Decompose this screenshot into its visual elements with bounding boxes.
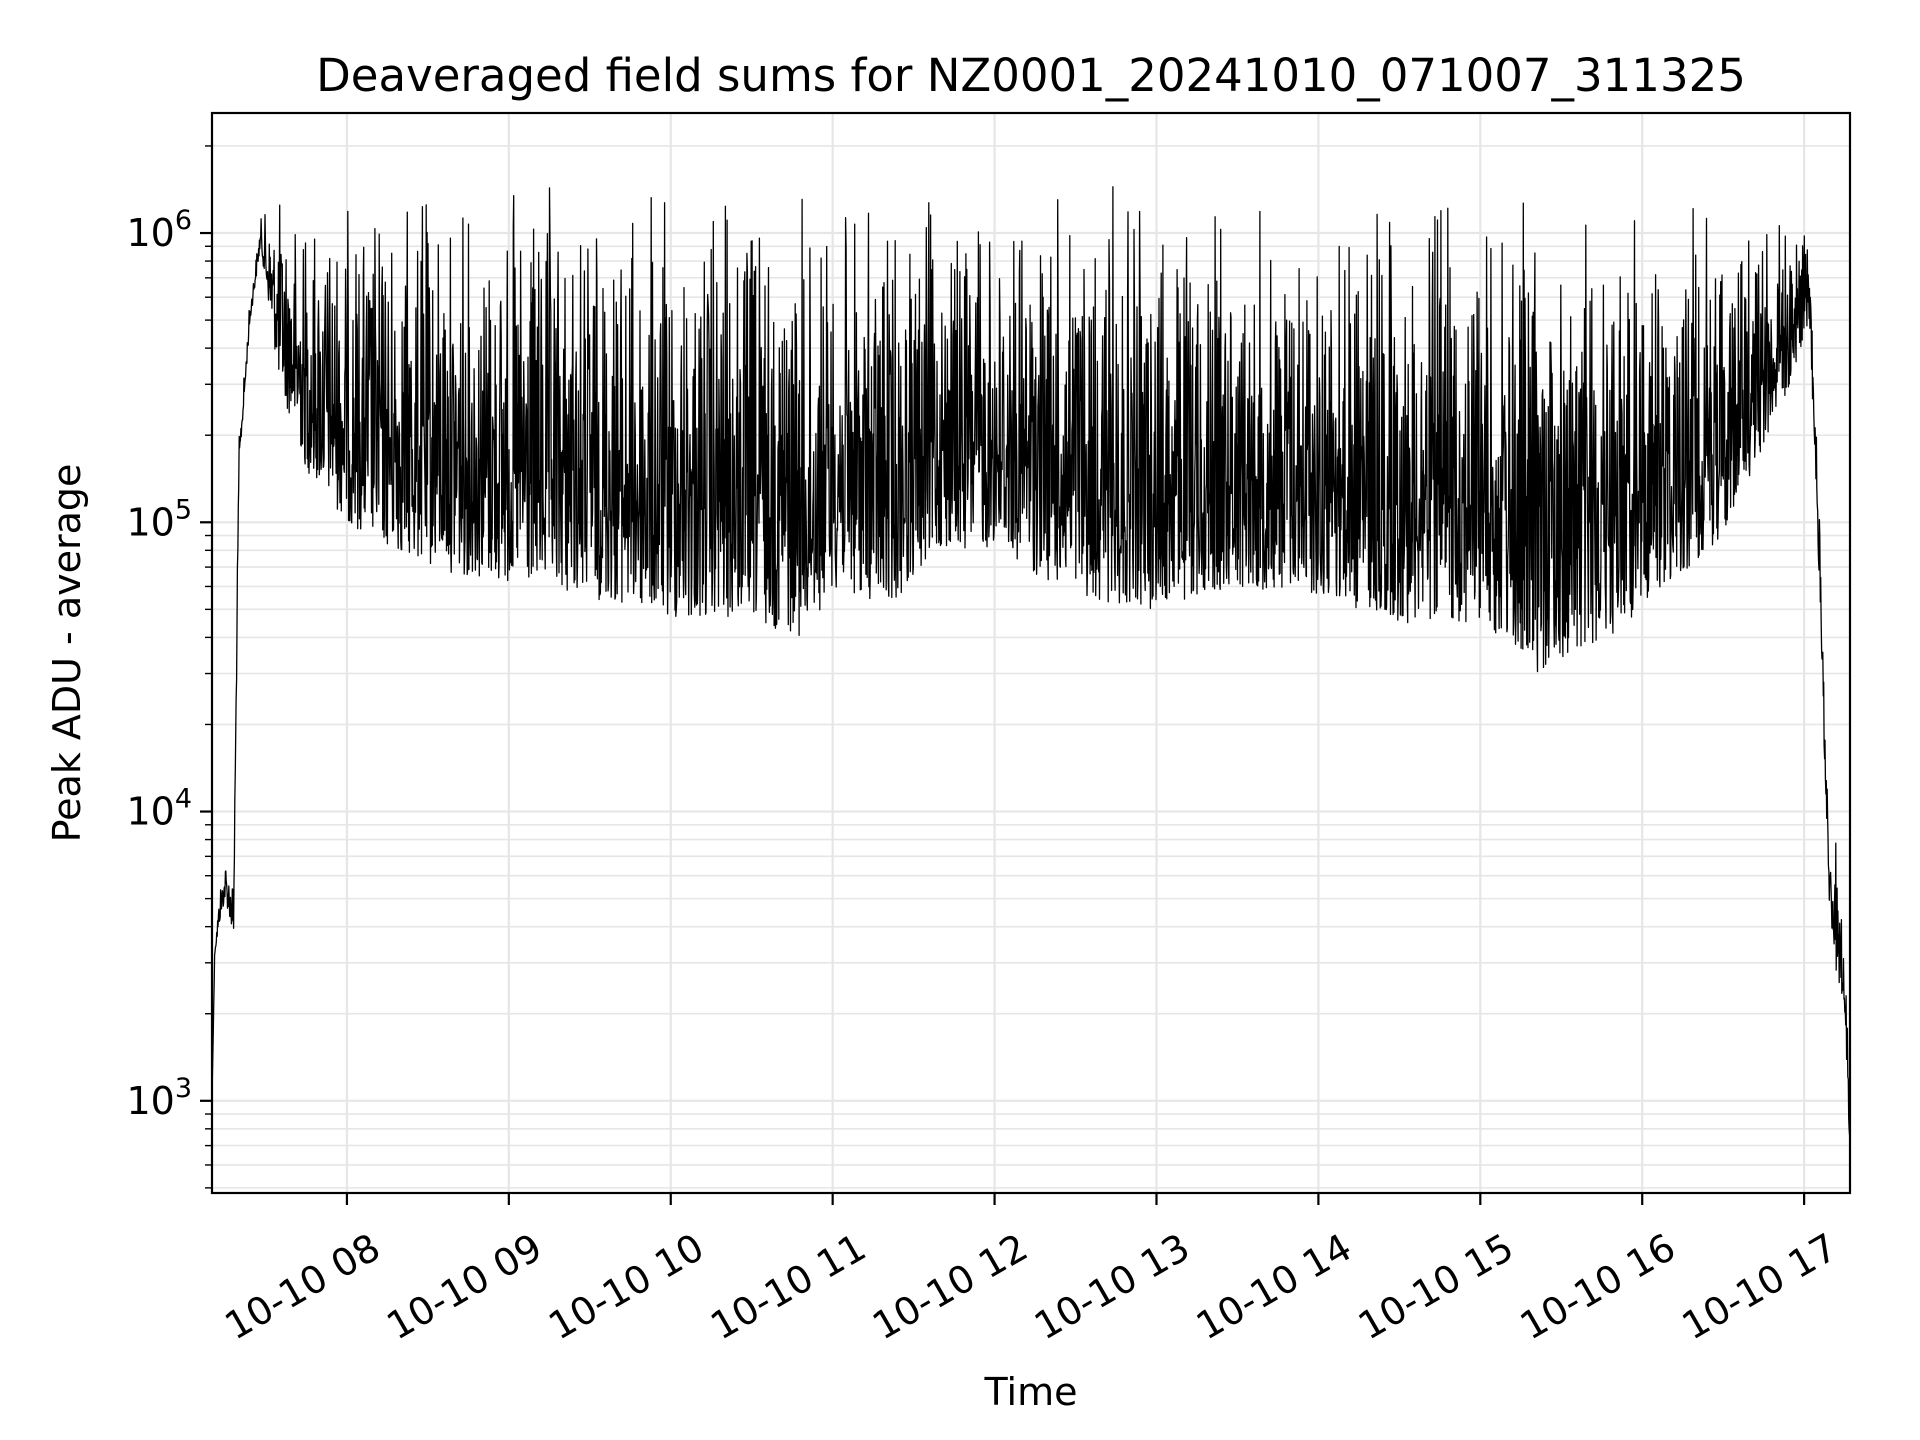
y-axis: 103 104 105 106 — [126, 145, 212, 1189]
y-tick-label: 103 — [126, 1073, 192, 1123]
y-tick-label: 105 — [126, 494, 192, 544]
plot-frame — [210, 111, 1852, 1195]
y-tick-label: 106 — [126, 205, 192, 255]
series-layer — [211, 186, 1851, 1137]
chart-title: Deaveraged field sums for NZ0001_2024101… — [316, 49, 1746, 102]
y-tick-label: 104 — [126, 784, 192, 834]
series-line — [211, 186, 1851, 1137]
x-axis-label: Time — [984, 1370, 1078, 1414]
y-axis-label: Peak ADU - average — [45, 464, 89, 843]
